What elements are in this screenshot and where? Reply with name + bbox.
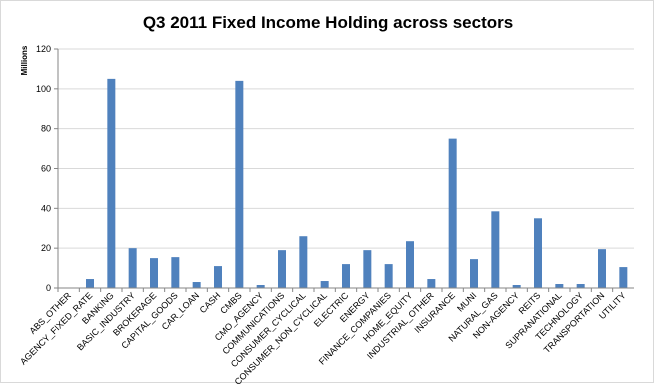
bar-electric <box>342 264 350 288</box>
x-tick-label: CASH <box>198 290 223 315</box>
bar-home-equity <box>406 241 414 288</box>
bar-non-agency <box>512 285 521 288</box>
y-tick-label: 100 <box>36 84 51 94</box>
bar-basic-industry <box>128 248 137 288</box>
y-axis-ticks: 0 20 40 60 80 100 120 <box>36 44 58 293</box>
bar-natural-gas <box>491 211 500 288</box>
bar-muni <box>470 259 478 288</box>
bar-banking <box>107 78 116 288</box>
bar-brokerage <box>150 258 158 288</box>
bar-reits <box>534 218 542 288</box>
x-axis-labels: ABS_OTHERAGENCY_FIXED_RATEBANKINGBASIC_I… <box>18 288 628 384</box>
bar-utility <box>619 267 628 288</box>
y-axis-label: Millions <box>20 45 29 75</box>
chart-title: Q3 2011 Fixed Income Holding across sect… <box>142 13 514 32</box>
y-tick-label: 40 <box>41 203 51 213</box>
bar-cash <box>214 266 222 288</box>
bar-technology <box>576 284 585 288</box>
bar-consumer-non-cyclical <box>320 281 329 288</box>
bar-industrial-other <box>427 279 436 288</box>
y-tick-label: 20 <box>41 243 51 253</box>
bar-finance-companies <box>384 264 393 288</box>
y-tick-label: 60 <box>41 164 51 174</box>
bar-car-loan <box>192 282 201 288</box>
bar-capital-goods <box>171 257 180 288</box>
bar-energy <box>363 250 372 288</box>
bar-communications <box>278 250 286 288</box>
y-tick-label: 80 <box>41 124 51 134</box>
bar-consumer-cyclical <box>299 236 308 288</box>
bar-cmbs <box>235 80 244 288</box>
bar-transportation <box>598 249 606 288</box>
bar-agency-fixed-rate <box>86 279 94 288</box>
y-tick-label: 120 <box>36 44 51 54</box>
bar-insurance <box>448 138 457 288</box>
y-tick-label: 0 <box>46 283 51 293</box>
bar-supranational <box>555 284 564 288</box>
gridlines <box>58 48 634 249</box>
bars <box>86 78 628 288</box>
bar-cmo-agency <box>256 285 265 288</box>
